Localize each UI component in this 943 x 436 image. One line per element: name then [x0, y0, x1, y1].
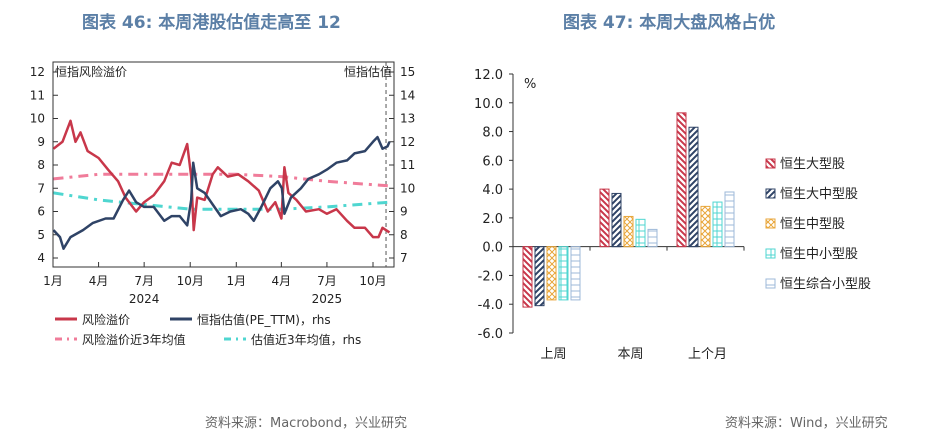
- unit-label: %: [524, 77, 536, 92]
- bar: [534, 246, 545, 307]
- left-chart-source: 资料来源：Macrobond，兴业研究: [205, 416, 408, 431]
- x-tick-label: 10月: [359, 274, 386, 288]
- legend-label: 恒生综合小型股: [780, 277, 871, 292]
- right-y-tick-label: 9: [400, 205, 408, 219]
- left-axis-label: 恒指风险溢价: [55, 64, 127, 79]
- legend-swatch: [765, 278, 776, 289]
- right-chart-title: 图表 47: 本周大盘风格占优: [563, 13, 776, 33]
- bar: [599, 188, 610, 248]
- legend-label: 恒生中小型股: [780, 247, 858, 262]
- y-tick-label: 6.0: [482, 154, 503, 169]
- left-line-chart: 4 5 6 7 8 9 10 11 12 7 8 9 10 11 12 13 14 15 1月 4月 7月 10月 1月 4月…: [30, 61, 415, 347]
- right-y-tick-label: 14: [400, 88, 415, 102]
- x-tick-label: 1月: [43, 274, 63, 288]
- right-y-tick-label: 8: [400, 228, 408, 242]
- category-label: 本周: [617, 347, 643, 362]
- bar: [688, 126, 699, 248]
- bar: [712, 201, 723, 248]
- x-year-label: 2024: [129, 292, 160, 306]
- bar: [635, 218, 646, 248]
- legend-swatch: [765, 188, 776, 199]
- legend-swatch: [765, 158, 776, 169]
- series-line: [53, 172, 390, 188]
- bar: [546, 246, 557, 301]
- y-tick-label: -6.0: [478, 327, 503, 342]
- legend-label: 估值近3年均值，rhs: [251, 332, 361, 347]
- right-y-tick-label: 15: [400, 65, 415, 79]
- left-y-tick-label: 12: [30, 65, 45, 79]
- x-tick-label: 7月: [134, 274, 154, 288]
- left-chart-title: 图表 46: 本周港股估值走高至 12: [82, 13, 341, 33]
- y-tick-label: 4.0: [482, 183, 503, 198]
- bar: [522, 246, 533, 308]
- series-line: [52, 119, 391, 239]
- y-tick-label: -2.0: [478, 269, 503, 284]
- x-tick-label: 1月: [226, 274, 246, 288]
- legend-label: 恒生中型股: [780, 217, 845, 232]
- right-y-tick-label: 11: [400, 158, 415, 172]
- left-y-tick-label: 6: [37, 205, 45, 219]
- right-y-tick-label: 7: [400, 251, 408, 265]
- series-line: [52, 135, 391, 250]
- x-tick-label: 7月: [317, 274, 337, 288]
- legend-label: 恒生大型股: [780, 157, 845, 172]
- right-y-tick-label: 10: [400, 181, 415, 195]
- y-tick-label: 8.0: [482, 126, 503, 141]
- y-tick-label: -4.0: [478, 298, 503, 313]
- bar: [700, 205, 711, 248]
- right-bar-chart: -6.0 -4.0 -2.0 0.0 2.0 4.0 6.0 8.0 10.0 12.0% 上周 本周…: [474, 68, 871, 362]
- y-tick-label: 10.0: [474, 97, 503, 112]
- x-year-label: 2025: [312, 292, 343, 306]
- x-tick-label: 4月: [272, 274, 292, 288]
- y-tick-label: 0.0: [482, 241, 503, 256]
- legend-swatch: [765, 218, 776, 229]
- legend-swatch: [765, 248, 776, 259]
- category-label: 上个月: [688, 347, 727, 362]
- left-y-tick-label: 4: [37, 251, 45, 265]
- left-y-tick-label: 5: [37, 228, 45, 242]
- right-chart-source: 资料来源：Wind，兴业研究: [725, 416, 888, 431]
- right-y-tick-label: 12: [400, 135, 415, 149]
- legend-label: 风险溢价: [82, 312, 130, 327]
- x-tick-label: 4月: [89, 274, 109, 288]
- legend-label: 风险溢价近3年均值: [82, 332, 186, 347]
- left-y-tick-label: 8: [37, 158, 45, 172]
- bar: [611, 192, 622, 248]
- series-line: [53, 191, 390, 211]
- legend-label: 恒指估值(PE_TTM)，rhs: [197, 312, 331, 327]
- left-y-tick-label: 11: [30, 88, 45, 102]
- bar: [676, 112, 687, 248]
- right-axis-label: 恒指估值: [344, 64, 392, 79]
- left-y-tick-label: 7: [37, 181, 45, 195]
- bar: [724, 191, 735, 248]
- legend-label: 恒生大中型股: [780, 187, 858, 202]
- left-y-tick-label: 9: [37, 135, 45, 149]
- y-tick-label: 2.0: [482, 212, 503, 227]
- bar: [623, 215, 634, 248]
- bar: [647, 228, 658, 248]
- bar: [570, 246, 581, 301]
- right-y-tick-label: 13: [400, 112, 415, 126]
- y-tick-label: 12.0: [474, 68, 503, 83]
- bar: [558, 246, 569, 301]
- category-label: 上周: [540, 347, 566, 362]
- left-y-tick-label: 10: [30, 112, 45, 126]
- x-tick-label: 10月: [177, 274, 204, 288]
